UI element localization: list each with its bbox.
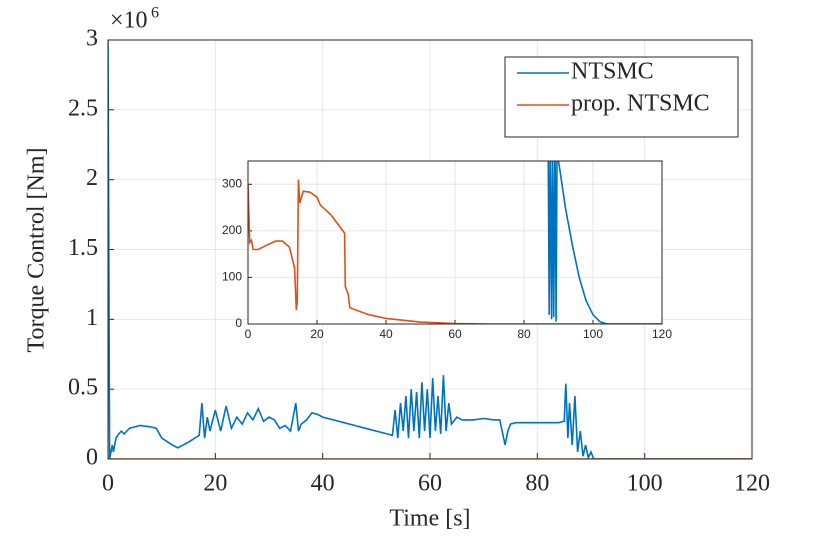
y-tick-label: 2.5 — [68, 95, 98, 121]
y-scale-label: ×10 — [110, 8, 148, 34]
x-tick-label: 120 — [734, 471, 770, 497]
x-axis-label: Time [s] — [389, 506, 470, 532]
y-tick-label: 3 — [86, 26, 98, 52]
series-line — [547, 161, 662, 324]
y-tick-label: 0 — [86, 445, 98, 471]
x-tick-label: 80 — [525, 471, 549, 497]
x-tick-label: 0 — [102, 471, 114, 497]
legend-box — [504, 56, 739, 138]
x-tick-label: 60 — [448, 327, 462, 341]
y-tick-label: 0 — [235, 316, 242, 330]
y-scale-exponent: 6 — [151, 5, 159, 22]
y-tick-label: 100 — [222, 270, 242, 284]
legend-label: prop. NTSMC — [571, 91, 710, 117]
y-tick-label: 0.5 — [68, 375, 98, 401]
x-tick-label: 100 — [627, 471, 663, 497]
x-tick-label: 60 — [418, 471, 442, 497]
x-tick-label: 120 — [652, 327, 672, 341]
x-tick-label: 100 — [583, 327, 603, 341]
y-tick-label: 1 — [86, 305, 98, 331]
series-line — [248, 179, 662, 324]
y-tick-label: 1.5 — [68, 235, 98, 261]
plot-frame — [107, 39, 753, 460]
y-tick-label: 300 — [222, 176, 242, 190]
x-tick-label: 40 — [379, 327, 393, 341]
series-line — [108, 40, 752, 459]
y-axis-label: Torque Control [Nm] — [24, 148, 50, 353]
x-tick-label: 20 — [203, 471, 227, 497]
x-tick-label: 40 — [311, 471, 335, 497]
y-tick-label: 2 — [86, 165, 98, 191]
x-tick-label: 20 — [310, 327, 324, 341]
x-tick-label: 0 — [245, 327, 252, 341]
y-tick-label: 200 — [222, 223, 242, 237]
plot-frame — [247, 160, 663, 325]
x-tick-label: 80 — [517, 327, 531, 341]
legend-label: NTSMC — [571, 59, 654, 85]
